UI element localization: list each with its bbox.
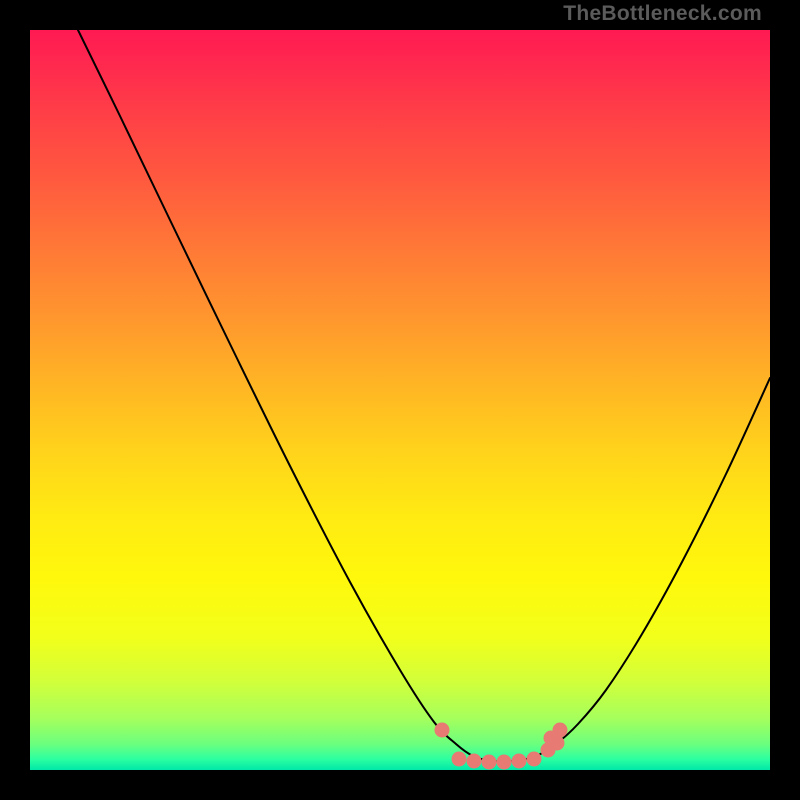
highlight-dot — [497, 755, 512, 770]
curve-layer — [30, 30, 770, 770]
highlight-dot — [512, 754, 527, 769]
plot-area — [30, 30, 770, 770]
highlight-dot — [467, 754, 482, 769]
highlight-dot — [452, 752, 467, 767]
highlight-dot — [482, 755, 497, 770]
highlight-dot — [435, 723, 450, 738]
watermark-text: TheBottleneck.com — [563, 2, 762, 26]
highlight-dots — [435, 723, 568, 770]
highlight-dot — [550, 736, 565, 751]
chart-frame: TheBottleneck.com — [0, 0, 800, 800]
highlight-dot — [553, 723, 568, 738]
highlight-dot — [527, 752, 542, 767]
v-curve-line — [78, 30, 770, 762]
